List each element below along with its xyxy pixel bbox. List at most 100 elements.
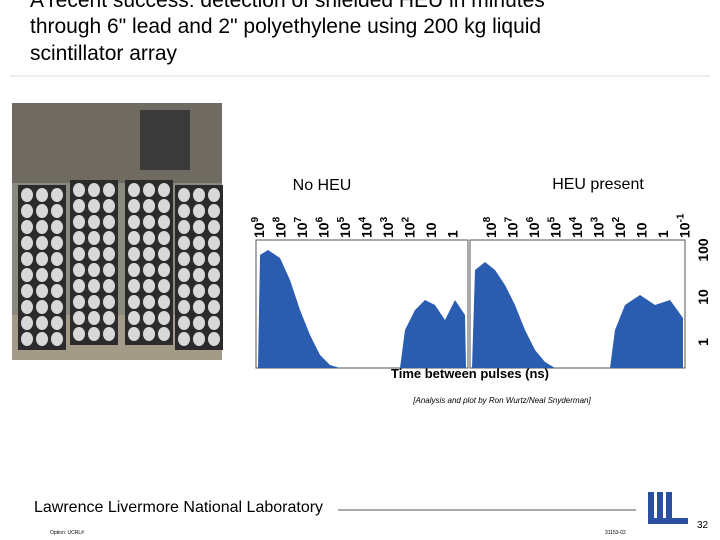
detector-cell (21, 188, 33, 202)
detector-cell (158, 215, 170, 229)
tick-base: 10 (251, 222, 267, 238)
detector-cell (36, 204, 48, 218)
credit: [Analysis and plot by Ron Wurtz/Neal Sny… (412, 396, 591, 405)
top-tick-label: 108 (272, 216, 289, 238)
detector-cell (103, 311, 115, 325)
tick-exponent: 4 (358, 216, 369, 222)
right-tick-label: 10 (695, 289, 711, 305)
top-tick-label: 104 (358, 216, 375, 238)
detector-cell (158, 279, 170, 293)
detector-cell (158, 231, 170, 245)
detector-cell (51, 284, 63, 298)
top-tick-label: 105 (547, 216, 564, 238)
detector-cell (193, 188, 205, 202)
tick-base: 10 (569, 222, 585, 238)
top-tick-label: 10 (423, 222, 439, 238)
histogram-shape (472, 262, 555, 368)
detector-cell (21, 300, 33, 314)
detector-cell (128, 327, 140, 341)
detector-cell (88, 247, 100, 261)
detector-cell (193, 316, 205, 330)
detector-cell (103, 263, 115, 277)
tick-base: 10 (423, 222, 439, 238)
right-tick-label: 100 (695, 238, 711, 262)
top-tick-label: 106 (315, 216, 332, 238)
detector-cell (51, 204, 63, 218)
tick-exponent: 5 (547, 216, 558, 222)
detector-cell (208, 204, 220, 218)
detector-cell (88, 279, 100, 293)
detector-cell (128, 279, 140, 293)
detector-cell (51, 300, 63, 314)
histogram-shape (258, 250, 340, 368)
detector-cell (51, 236, 63, 250)
detector-cell (178, 204, 190, 218)
tick-base: 10 (677, 222, 693, 238)
detector-cell (36, 332, 48, 346)
detector-cell (178, 316, 190, 330)
detector-cell (158, 311, 170, 325)
footer-code: 31153-02 (605, 530, 626, 536)
panel-label: HEU present (552, 176, 644, 193)
title-line: through 6" lead and 2" polyethylene usin… (30, 15, 541, 38)
detector-cell (178, 300, 190, 314)
detector-cell (21, 252, 33, 266)
tick-base: 10 (548, 222, 564, 238)
detector-cell (128, 231, 140, 245)
histogram-shape (610, 295, 683, 368)
detector-cell (36, 300, 48, 314)
detector-cell (208, 188, 220, 202)
detector-cell (143, 311, 155, 325)
tick-exponent: 6 (315, 216, 326, 222)
top-tick-label: 10-1 (676, 213, 693, 238)
detector-cell (51, 188, 63, 202)
detector-cell (178, 236, 190, 250)
tick-exponent: 3 (590, 216, 601, 222)
detector-cell (128, 183, 140, 197)
top-tick-label: 103 (590, 216, 607, 238)
detector-cell (128, 199, 140, 213)
detector-cell (51, 220, 63, 234)
right-tick-label: 1 (695, 338, 711, 346)
detector-cell (51, 316, 63, 330)
top-tick-label: 1 (655, 230, 671, 238)
photo (12, 103, 223, 360)
detector-cell (158, 327, 170, 341)
tick-base: 10 (316, 222, 332, 238)
detector-cell (128, 295, 140, 309)
tick-base: 10 (294, 222, 310, 238)
tick-base: 10 (634, 222, 650, 238)
detector-cell (143, 295, 155, 309)
detector-cell (208, 316, 220, 330)
top-tick-label: 102 (401, 216, 418, 238)
detector-cell (51, 268, 63, 282)
detector-cell (178, 188, 190, 202)
tick-exponent: 8 (482, 216, 493, 222)
detector-cell (51, 252, 63, 266)
detector-cell (143, 279, 155, 293)
detector-cell (103, 279, 115, 293)
detector-cell (143, 183, 155, 197)
detector-cell (36, 236, 48, 250)
detector-cell (158, 263, 170, 277)
top-tick-label: 107 (504, 216, 521, 238)
detector-cell (36, 252, 48, 266)
detector-cell (193, 284, 205, 298)
detector-cell (88, 263, 100, 277)
top-tick-label: 107 (293, 216, 310, 238)
detector-cell (208, 268, 220, 282)
detector-cell (178, 284, 190, 298)
page-number: 32 (697, 520, 709, 531)
tick-base: 10 (359, 222, 375, 238)
detector-cell (73, 263, 85, 277)
detector-cell (208, 332, 220, 346)
detector-cell (21, 268, 33, 282)
detector-cell (193, 220, 205, 234)
detector-cell (208, 300, 220, 314)
x-axis-label: Time between pulses (ns) (391, 366, 549, 381)
detector-cell (73, 183, 85, 197)
detector-cell (103, 327, 115, 341)
tick-exponent: 7 (504, 216, 515, 222)
detector-cell (73, 327, 85, 341)
